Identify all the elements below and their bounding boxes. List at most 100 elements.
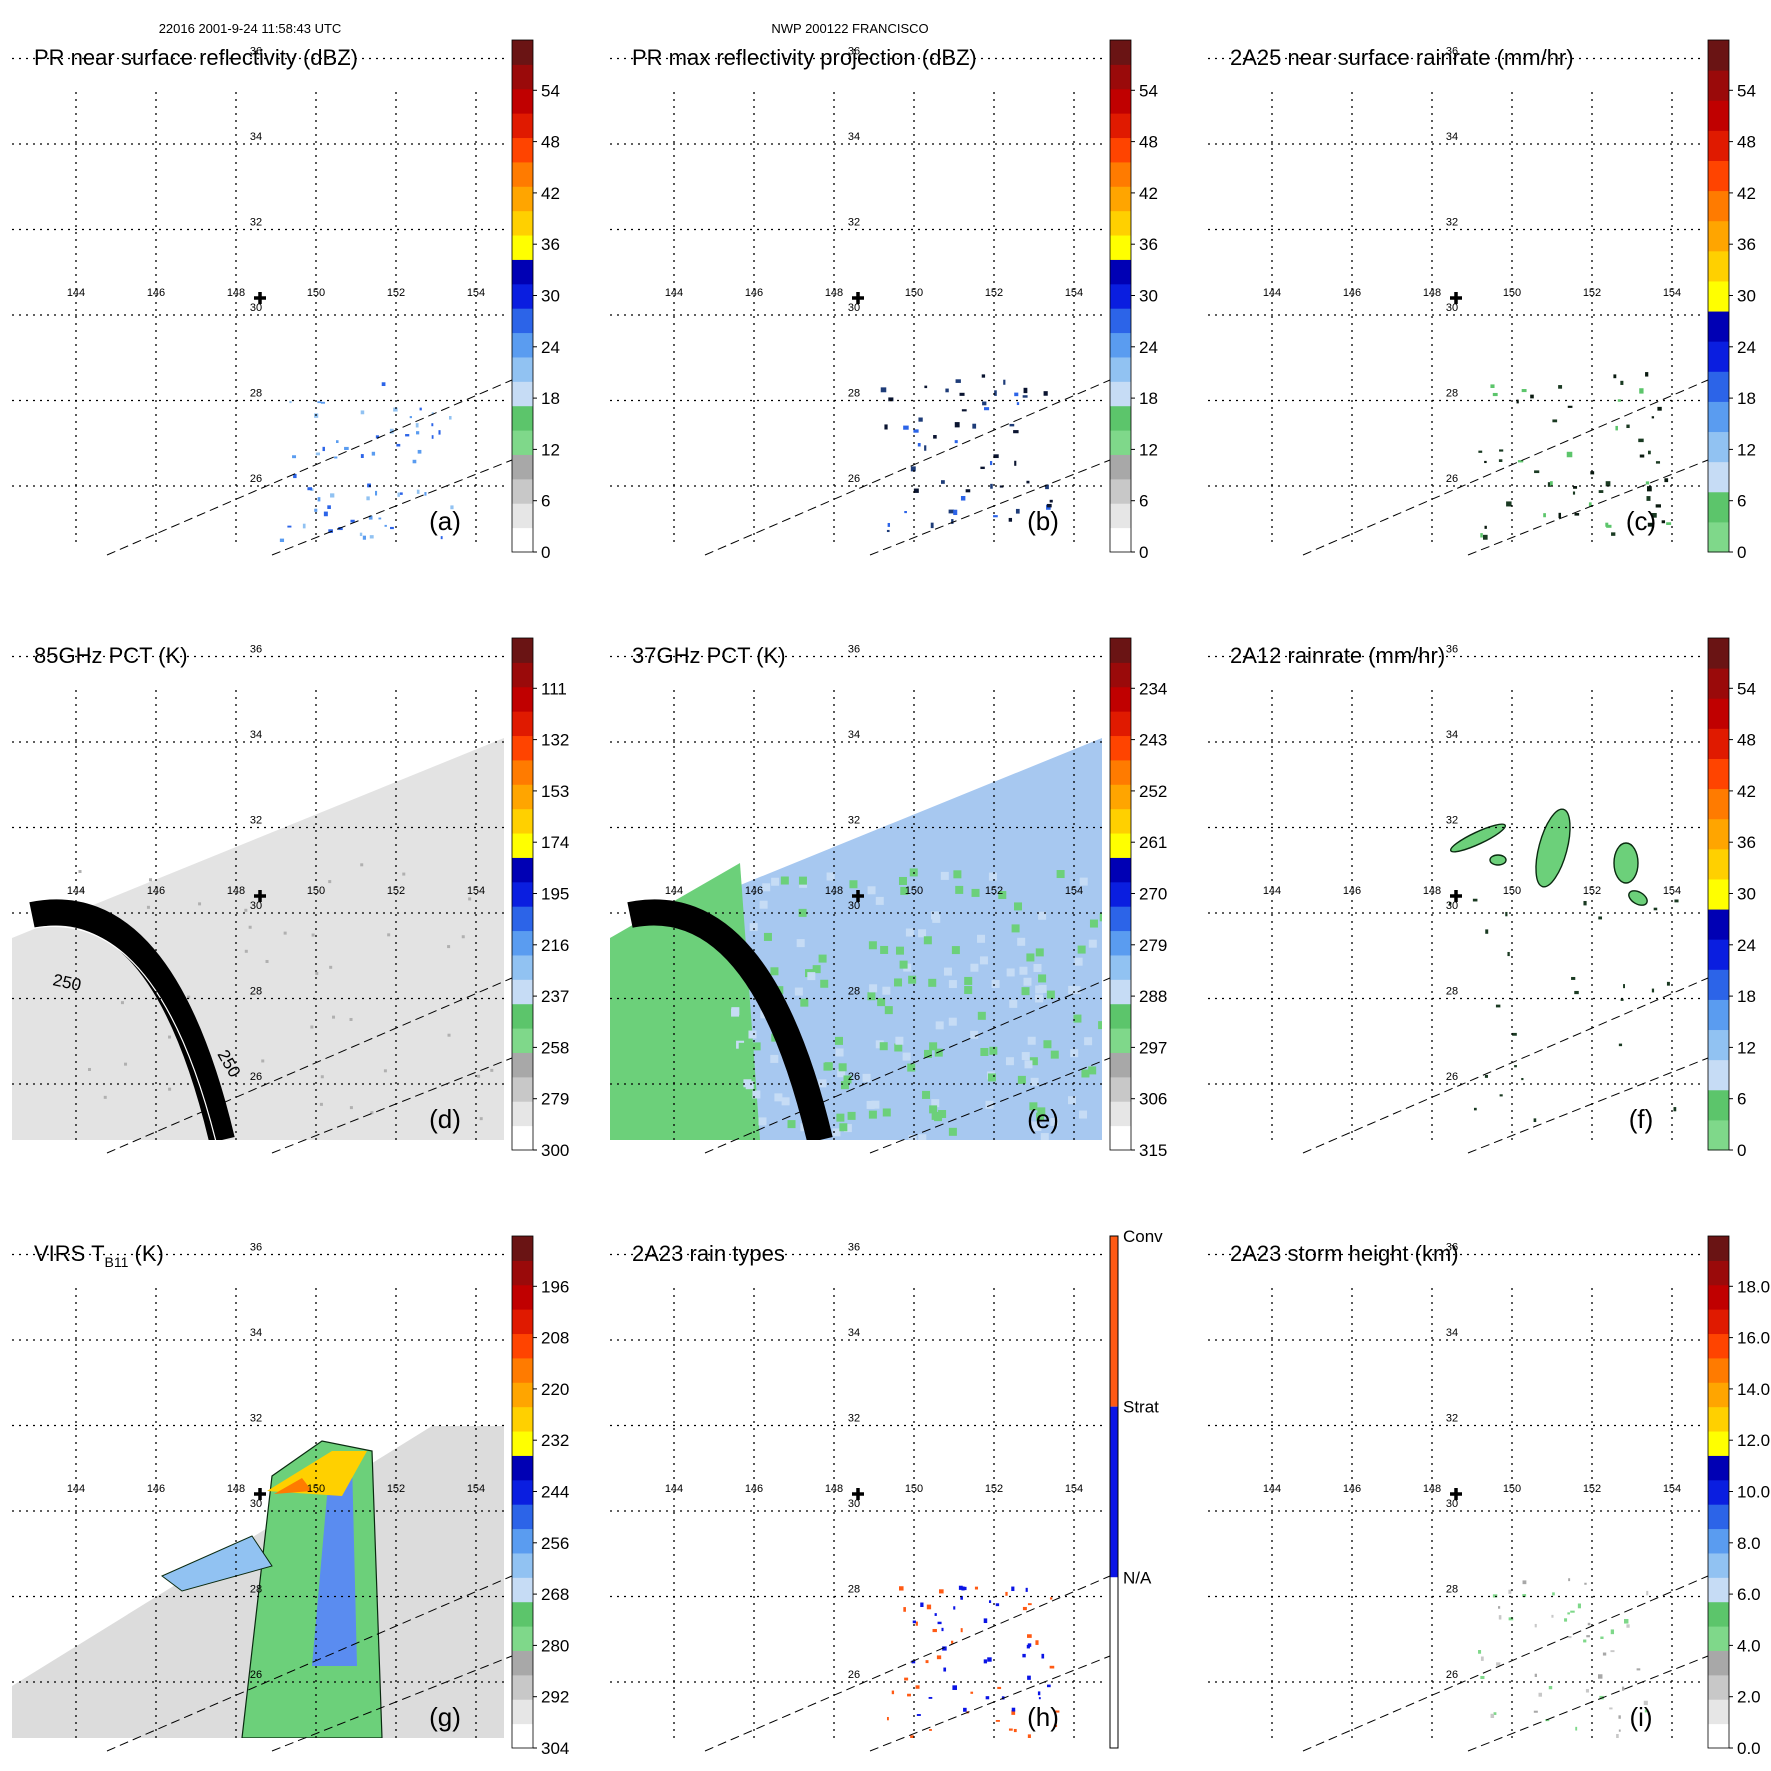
pct-pixel: [820, 979, 829, 988]
pct-pixel: [875, 896, 884, 905]
rain-pixel: [1666, 981, 1670, 986]
rain-pixel: [419, 407, 422, 411]
map-a: [279, 382, 454, 542]
lat-tick-label: 30: [1446, 1498, 1458, 1510]
rain-pixel: [1547, 482, 1551, 487]
rain-pixel: [955, 379, 961, 383]
rain-pixel: [1646, 486, 1652, 492]
colorbar-tick-label: 48: [1139, 133, 1158, 152]
colorbar-tick-label: 36: [1737, 235, 1756, 254]
colorbar-tick-label: 6: [1737, 492, 1746, 511]
pct-pixel: [868, 941, 877, 950]
colorbar-segment: [1708, 818, 1729, 850]
pct-pixel: [479, 1117, 483, 1121]
pct-pixel: [923, 1049, 932, 1058]
pct-pixel: [869, 984, 878, 993]
lon-tick-label: 146: [1343, 1483, 1361, 1495]
rain-pixel: [913, 429, 919, 433]
rain-pixel: [1506, 501, 1512, 507]
colorbar-segment: [512, 235, 533, 260]
rain-pixel: [948, 509, 955, 514]
colorbar-segment: [1110, 686, 1131, 712]
colorbar-segment: [1708, 788, 1729, 820]
lon-tick-label: 144: [1263, 885, 1281, 897]
lat-tick-label: 32: [848, 217, 860, 229]
rain-pixel: [1534, 1623, 1537, 1628]
panel-h: 26 28 30 32 34 36 144 146 148 150 152 154 2A23 rain …: [610, 1227, 1163, 1752]
colorbar-segment: [1110, 259, 1131, 285]
panel-title: 2A23 storm height (km): [1230, 1241, 1459, 1266]
rain-pixel: [338, 526, 343, 531]
pct-pixel: [918, 929, 927, 938]
panel-label: (i): [1629, 1702, 1652, 1732]
colorbar-segment: [1110, 356, 1131, 382]
rain-pixel: [314, 508, 318, 512]
colorbar-segment: [512, 356, 533, 382]
lon-tick-label: 152: [1583, 885, 1601, 897]
pct-pixel: [867, 886, 876, 895]
rain-pixel: [1568, 1636, 1572, 1639]
colorbar-segment: [1708, 969, 1729, 1000]
rain-pixel: [1598, 1674, 1603, 1679]
colorbar-tick-label: 6: [1139, 492, 1148, 511]
scan-arc: [627, 899, 833, 1140]
colorbar-tick-label: 6: [541, 492, 550, 511]
colorbar-segment: [512, 454, 533, 480]
colorbar-segment: [512, 1357, 533, 1383]
colorbar-tick-label: 4.0: [1737, 1636, 1761, 1655]
colorbar-tick-label: 24: [541, 338, 560, 357]
pct-pixel: [834, 1036, 843, 1045]
colorbar-segment: [512, 210, 533, 236]
pct-pixel: [490, 1068, 494, 1072]
lat-tick-label: 26: [848, 473, 860, 485]
lat-tick-label: 36: [848, 644, 860, 656]
colorbar-segment: [1110, 954, 1131, 980]
lat-tick-label: 26: [1446, 1669, 1458, 1681]
lat-tick-label: 30: [250, 1498, 262, 1510]
cold-core: [312, 1461, 357, 1666]
map-f: [1449, 808, 1679, 1123]
colorbar-tick-label: 48: [1737, 133, 1756, 152]
colorbar-tick-label: 12: [1737, 1038, 1756, 1057]
rain-pixel: [1575, 1726, 1578, 1731]
pct-pixel: [1089, 919, 1098, 928]
colorbar-segment: [1110, 88, 1131, 114]
pct-pixel: [970, 1030, 979, 1039]
colorbar-segment: [1708, 1119, 1729, 1151]
pct-pixel: [1029, 1102, 1038, 1111]
pct-pixel: [832, 1128, 841, 1137]
rain-pixel: [1605, 481, 1611, 487]
pct-pixel: [1029, 1057, 1038, 1066]
colorbar-segment: [1708, 1309, 1729, 1335]
rain-pixel: [335, 440, 339, 444]
pct-pixel: [843, 1124, 852, 1133]
colorbar-segment: [512, 1504, 533, 1530]
rain-pixel: [360, 410, 365, 415]
rain-pixel: [1647, 522, 1653, 527]
colorbar-segment: [1110, 478, 1131, 504]
colorbar-segment: [1708, 1552, 1729, 1578]
rain-pixel: [1015, 508, 1020, 514]
pct-pixel: [843, 1075, 852, 1084]
rain-pixel: [1478, 450, 1483, 453]
map-h: [886, 1585, 1060, 1738]
colorbar-segment: [512, 137, 533, 163]
rain-pixel: [1647, 450, 1651, 455]
pct-pixel: [867, 992, 876, 1001]
rain-pixel: [330, 493, 335, 498]
rain-pixel: [1449, 902, 1452, 905]
rain-pixel: [1478, 1650, 1482, 1654]
colorbar-segment: [1708, 1528, 1729, 1554]
colorbar-segment: [1708, 1260, 1729, 1286]
pct-pixel: [955, 885, 964, 894]
pr-swath-edge: [1467, 459, 1709, 556]
rain-pixel: [939, 1589, 944, 1594]
colorbar-segment: [512, 161, 533, 187]
rain-pixel: [924, 385, 928, 389]
colorbar-segment: [1708, 1674, 1729, 1700]
rain-pixel: [1646, 1590, 1649, 1596]
cloud-top-warm: [274, 1478, 312, 1494]
rain-pixel: [981, 374, 986, 378]
colorbar-segment: [1708, 1577, 1729, 1603]
pct-pixel: [461, 935, 465, 939]
